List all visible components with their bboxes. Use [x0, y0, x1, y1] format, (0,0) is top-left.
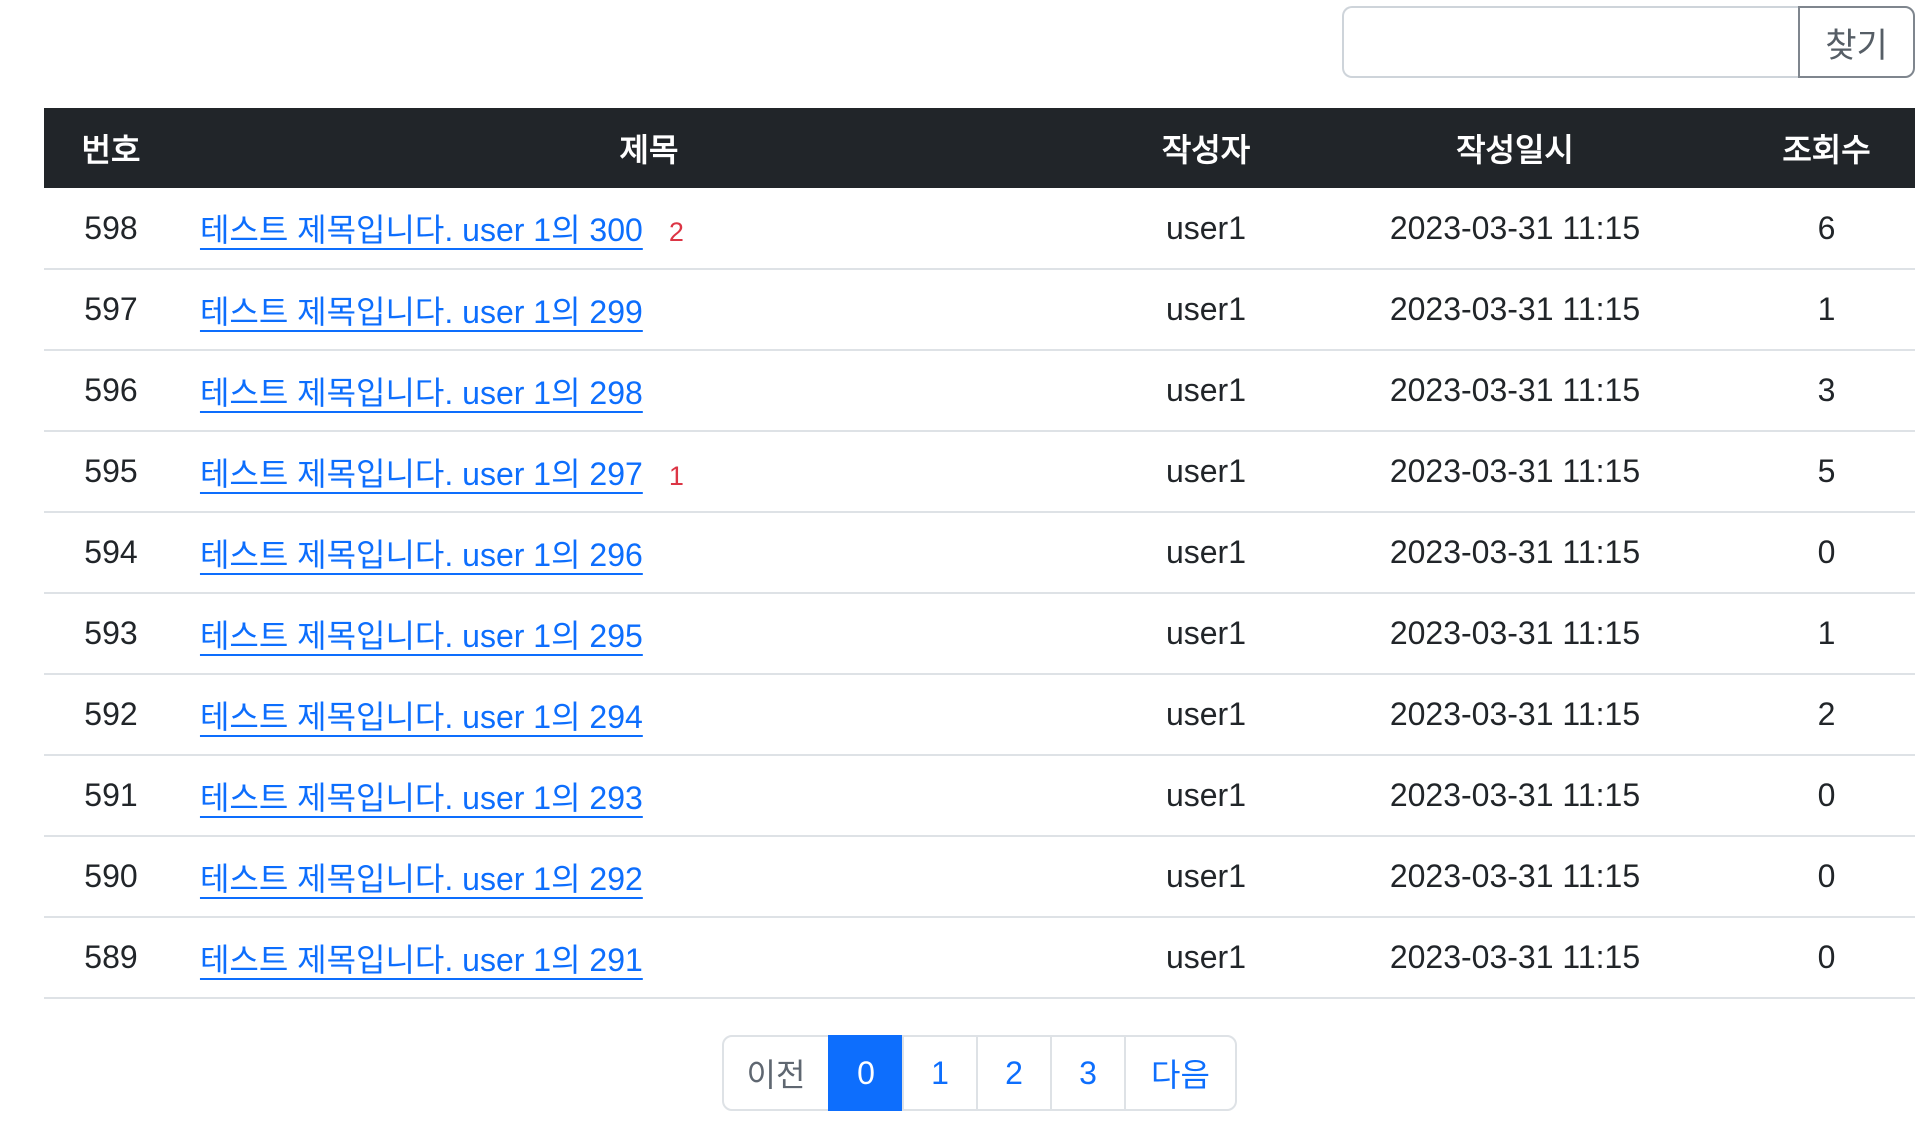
search-group: 찾기	[1342, 6, 1915, 78]
post-views: 2	[1737, 674, 1915, 756]
post-date: 2023-03-31 11:15	[1291, 350, 1738, 432]
post-title-link[interactable]: 테스트 제목입니다. user 1의 292	[199, 860, 643, 897]
post-views: 3	[1737, 350, 1915, 432]
search-row: 찾기	[44, 6, 1915, 78]
page-link-2[interactable]: 2	[976, 1035, 1052, 1111]
post-number: 589	[44, 917, 178, 999]
table-row: 594 테스트 제목입니다. user 1의 296 user1 2023-03…	[44, 512, 1915, 594]
table-row: 596 테스트 제목입니다. user 1의 298 user1 2023-03…	[44, 350, 1915, 432]
post-author: user1	[1120, 836, 1292, 918]
page-link-1[interactable]: 1	[902, 1035, 978, 1111]
post-views: 0	[1737, 836, 1915, 918]
post-title-link[interactable]: 테스트 제목입니다. user 1의 295	[199, 617, 643, 654]
post-date: 2023-03-31 11:15	[1291, 188, 1738, 270]
post-date: 2023-03-31 11:15	[1291, 512, 1738, 594]
table-row: 589 테스트 제목입니다. user 1의 291 user1 2023-03…	[44, 917, 1915, 999]
post-number: 593	[44, 593, 178, 675]
post-views: 0	[1737, 755, 1915, 837]
table-row: 595 테스트 제목입니다. user 1의 297 1 user1 2023-0…	[44, 431, 1915, 513]
column-header-date: 작성일시	[1291, 108, 1738, 188]
post-number: 596	[44, 350, 178, 432]
table-row: 597 테스트 제목입니다. user 1의 299 user1 2023-03…	[44, 269, 1915, 351]
post-author: user1	[1120, 674, 1292, 756]
post-date: 2023-03-31 11:15	[1291, 674, 1738, 756]
post-date: 2023-03-31 11:15	[1291, 755, 1738, 837]
column-header-views: 조회수	[1737, 108, 1915, 188]
post-number: 598	[44, 188, 178, 270]
post-title-link[interactable]: 테스트 제목입니다. user 1의 300	[199, 212, 643, 248]
post-title-link[interactable]: 테스트 제목입니다. user 1의 299	[199, 293, 643, 330]
page-prev-link[interactable]: 이전	[722, 1035, 830, 1111]
page-item-2: 2	[976, 1035, 1052, 1111]
board-table: 번호 제목 작성자 작성일시 조회수 598 테스트 제목입니다. user 1…	[44, 108, 1915, 999]
post-author: user1	[1120, 917, 1292, 999]
post-date: 2023-03-31 11:15	[1291, 269, 1738, 351]
post-author: user1	[1120, 431, 1292, 513]
post-title-cell: 테스트 제목입니다. user 1의 300 2	[177, 188, 1121, 270]
post-date: 2023-03-31 11:15	[1291, 593, 1738, 675]
post-title-link[interactable]: 테스트 제목입니다. user 1의 298	[199, 374, 643, 411]
page-link-0[interactable]: 0	[828, 1035, 904, 1111]
post-author: user1	[1120, 350, 1292, 432]
table-row: 592 테스트 제목입니다. user 1의 294 user1 2023-03…	[44, 674, 1915, 756]
page-next-link[interactable]: 다음	[1124, 1035, 1237, 1111]
post-title-cell: 테스트 제목입니다. user 1의 292	[177, 836, 1121, 918]
post-title-cell: 테스트 제목입니다. user 1의 291	[177, 917, 1121, 999]
post-date: 2023-03-31 11:15	[1291, 431, 1738, 513]
post-number: 597	[44, 269, 178, 351]
page-item-3: 3	[1050, 1035, 1126, 1111]
table-row: 598 테스트 제목입니다. user 1의 300 2 user1 2023-0…	[44, 188, 1915, 270]
post-author: user1	[1120, 512, 1292, 594]
post-title-cell: 테스트 제목입니다. user 1의 298	[177, 350, 1121, 432]
search-input[interactable]	[1342, 6, 1798, 78]
post-author: user1	[1120, 593, 1292, 675]
post-title-cell: 테스트 제목입니다. user 1의 294	[177, 674, 1121, 756]
post-number: 594	[44, 512, 178, 594]
post-author: user1	[1120, 269, 1292, 351]
post-title-cell: 테스트 제목입니다. user 1의 299	[177, 269, 1121, 351]
post-title-link[interactable]: 테스트 제목입니다. user 1의 296	[199, 536, 643, 573]
page-item-1: 1	[902, 1035, 978, 1111]
page-prev-item: 이전	[722, 1035, 830, 1111]
post-title-cell: 테스트 제목입니다. user 1의 296	[177, 512, 1121, 594]
search-button[interactable]: 찾기	[1798, 6, 1915, 78]
post-title-link[interactable]: 테스트 제목입니다. user 1의 297	[199, 455, 643, 492]
post-number: 590	[44, 836, 178, 918]
comment-count-badge: 1	[668, 460, 684, 491]
post-author: user1	[1120, 755, 1292, 837]
post-title-cell: 테스트 제목입니다. user 1의 295	[177, 593, 1121, 675]
page-link-3[interactable]: 3	[1050, 1035, 1126, 1111]
post-date: 2023-03-31 11:15	[1291, 836, 1738, 918]
post-views: 0	[1737, 917, 1915, 999]
post-author: user1	[1120, 188, 1292, 270]
table-header: 번호 제목 작성자 작성일시 조회수	[44, 108, 1915, 188]
post-title-link[interactable]: 테스트 제목입니다. user 1의 293	[199, 779, 643, 816]
page-item-0: 0	[828, 1035, 904, 1111]
post-date: 2023-03-31 11:15	[1291, 917, 1738, 999]
table-row: 590 테스트 제목입니다. user 1의 292 user1 2023-03…	[44, 836, 1915, 918]
post-number: 592	[44, 674, 178, 756]
column-header-author: 작성자	[1120, 108, 1292, 188]
column-header-number: 번호	[44, 108, 178, 188]
post-views: 5	[1737, 431, 1915, 513]
post-number: 595	[44, 431, 178, 513]
post-views: 1	[1737, 593, 1915, 675]
post-title-cell: 테스트 제목입니다. user 1의 293	[177, 755, 1121, 837]
table-row: 591 테스트 제목입니다. user 1의 293 user1 2023-03…	[44, 755, 1915, 837]
post-number: 591	[44, 755, 178, 837]
post-views: 6	[1737, 188, 1915, 270]
post-title-link[interactable]: 테스트 제목입니다. user 1의 291	[199, 941, 643, 978]
post-views: 1	[1737, 269, 1915, 351]
page-next-item: 다음	[1124, 1035, 1237, 1111]
comment-count-badge: 2	[668, 217, 684, 247]
post-views: 0	[1737, 512, 1915, 594]
post-title-cell: 테스트 제목입니다. user 1의 297 1	[177, 431, 1121, 513]
column-header-title: 제목	[177, 108, 1121, 188]
table-row: 593 테스트 제목입니다. user 1의 295 user1 2023-03…	[44, 593, 1915, 675]
post-title-link[interactable]: 테스트 제목입니다. user 1의 294	[199, 698, 643, 735]
